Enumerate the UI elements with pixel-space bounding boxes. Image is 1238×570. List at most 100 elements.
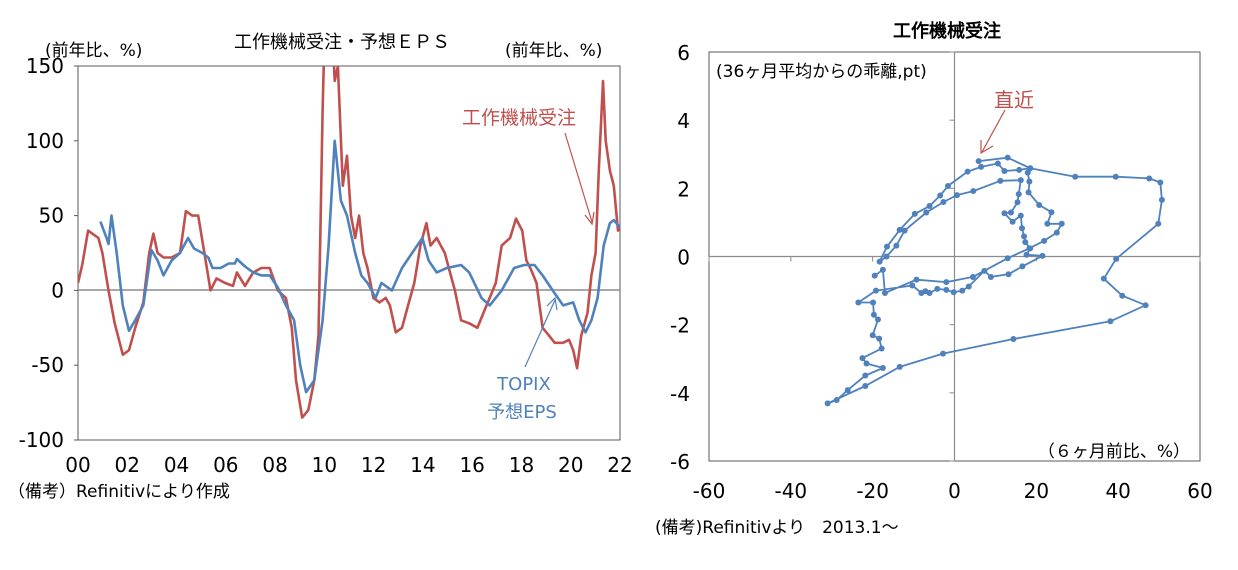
y-tick-label: -50 <box>31 353 64 377</box>
x-tick-label: 40 <box>1105 479 1130 503</box>
y-tick-label: 50 <box>39 204 64 228</box>
scatter-point <box>1048 209 1055 216</box>
scatter-point <box>1112 173 1119 180</box>
scatter-point <box>896 226 903 233</box>
scatter-point <box>1023 251 1030 258</box>
scatter-point <box>1017 177 1024 184</box>
y-tick-label: 4 <box>677 109 690 133</box>
scatter-point <box>879 364 886 371</box>
scatter-point <box>943 279 950 286</box>
scatter-point <box>1119 292 1126 299</box>
scatter-point <box>874 316 881 323</box>
scatter-connector-line <box>826 156 1163 405</box>
scatter-point <box>1036 202 1043 209</box>
scatter-point <box>978 163 985 170</box>
scatter-point <box>965 283 972 290</box>
scatter-point <box>1019 263 1026 270</box>
x-tick-label: -40 <box>774 479 807 503</box>
scatter-point <box>1155 220 1162 227</box>
scatter-point <box>934 285 941 292</box>
scatter-point <box>876 258 883 265</box>
y-tick-label: -4 <box>670 382 690 406</box>
scatter-point <box>937 192 944 199</box>
x-tick-label: 20 <box>1024 479 1049 503</box>
y-tick-label: -100 <box>19 428 64 452</box>
y-tick-label: -2 <box>670 314 690 338</box>
scatter-point <box>959 287 966 294</box>
scatter-point <box>901 227 908 234</box>
scatter-point <box>1024 169 1031 176</box>
scatter-point <box>833 396 840 403</box>
scatter-point <box>1019 225 1026 232</box>
scatter-point <box>862 383 869 390</box>
scatter-point <box>940 350 947 357</box>
scatter-point <box>862 372 869 379</box>
x-tick-label: 22 <box>607 453 632 477</box>
scatter-point <box>844 387 851 394</box>
x-tick-label: 60 <box>1187 479 1212 503</box>
scatter-point <box>1004 154 1011 161</box>
scatter-point <box>869 332 876 339</box>
scatter-point <box>970 188 977 195</box>
scatter-point <box>911 210 918 217</box>
scatter-point <box>876 335 883 342</box>
scatter-point <box>1113 255 1120 262</box>
scatter-point <box>997 177 1004 184</box>
x-tick-label: 14 <box>410 453 435 477</box>
source-note: （備考）Refinitivにより作成 <box>8 482 230 502</box>
scatter-point <box>1017 212 1024 219</box>
scatter-point <box>1022 239 1029 246</box>
scatter-point <box>879 266 886 273</box>
x-tick-label: 16 <box>459 453 484 477</box>
y-tick-label: 100 <box>26 129 64 153</box>
scatter-point <box>1007 209 1014 216</box>
chart-title: 工作機械受注・予想ＥＰＳ <box>234 32 450 53</box>
line-chart: 工作機械受注・予想ＥＰＳ (前年比、%) (前年比、%) 150 100 50 0 -5… <box>8 32 633 502</box>
scatter-point <box>1005 271 1012 278</box>
scatter-point <box>871 272 878 279</box>
arrow-head-icon <box>584 211 595 226</box>
scatter-point <box>981 267 988 274</box>
series-line-machine-tool-orders <box>78 66 620 419</box>
x-tick-label: -60 <box>693 479 726 503</box>
chart-title: 工作機械受注 <box>893 20 1001 42</box>
scatter-point <box>855 299 862 306</box>
x-tick-label: 0 <box>948 479 961 503</box>
scatter-point <box>1026 178 1033 185</box>
scatter-point <box>1014 199 1021 206</box>
scatter-point <box>1001 210 1008 217</box>
annotation-latest: 直近 <box>994 88 1034 112</box>
x-tick-label: 00 <box>65 453 90 477</box>
scatter-point <box>1025 189 1032 196</box>
scatter-point <box>1016 166 1023 173</box>
scatter-point <box>1010 335 1017 342</box>
series-line-topix-eps <box>99 139 620 394</box>
scatter-point <box>824 400 831 407</box>
x-axis-label: （６ヶ月前比、%） <box>1038 442 1190 462</box>
scatter-point <box>883 253 890 260</box>
scatter-point <box>913 276 920 283</box>
scatter-point <box>872 287 879 294</box>
x-tick-label: 12 <box>361 453 386 477</box>
scatter-point <box>1107 318 1114 325</box>
scatter-point <box>1157 179 1164 186</box>
arrow-head-icon <box>980 140 994 155</box>
scatter-point <box>893 242 900 249</box>
scatter-point <box>969 273 976 280</box>
scatter-point <box>975 158 982 165</box>
scatter-point <box>1021 233 1028 240</box>
scatter-point <box>918 289 925 296</box>
y-tick-label: 150 <box>26 54 64 78</box>
x-tick-label: 04 <box>164 453 189 477</box>
y-tick-label: 0 <box>51 278 64 302</box>
scatter-point <box>1146 175 1153 182</box>
scatter-point <box>1015 191 1022 198</box>
x-tick-label: 10 <box>312 453 337 477</box>
x-tick-label: 06 <box>213 453 238 477</box>
scatter-point <box>1053 229 1060 236</box>
scatter-point <box>896 363 903 370</box>
scatter-point <box>953 192 960 199</box>
plot-area <box>77 65 621 441</box>
scatter-point <box>950 289 957 296</box>
scatter-point <box>1058 220 1065 227</box>
